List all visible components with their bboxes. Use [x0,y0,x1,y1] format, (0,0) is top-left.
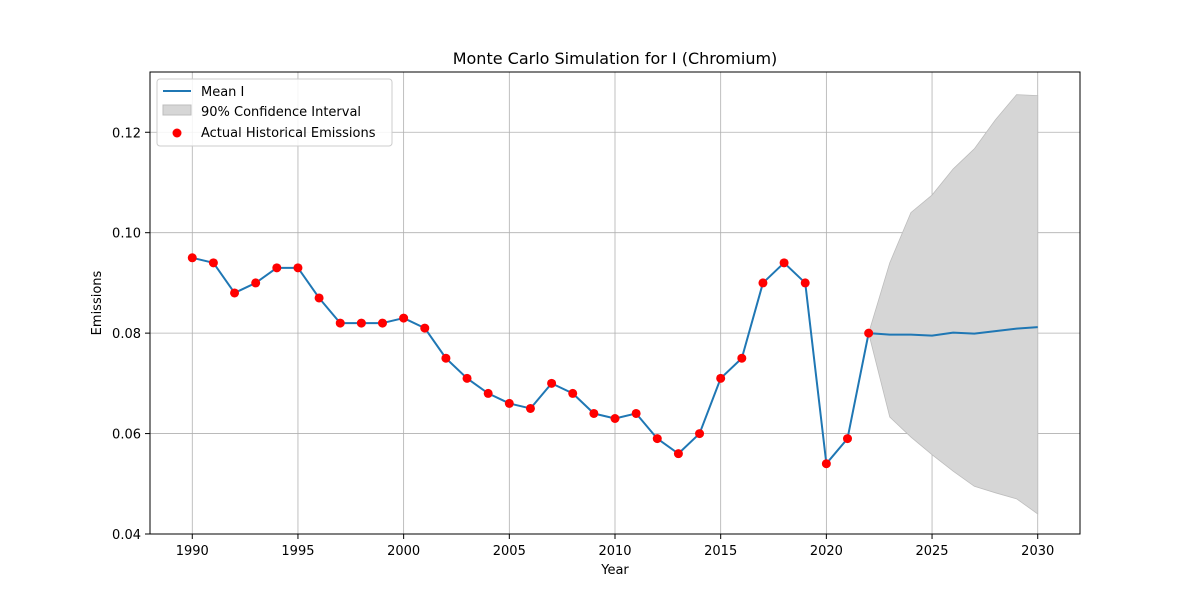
chart-title: Monte Carlo Simulation for I (Chromium) [453,49,778,68]
historical-point [441,353,451,363]
historical-point [568,388,578,398]
y-tick-label: 0.08 [112,327,141,342]
x-tick-label: 2000 [387,544,420,559]
x-tick-label: 2025 [915,544,948,559]
historical-point [758,278,768,288]
confidence-interval-band [868,94,1039,515]
legend-band-label: 90% Confidence Interval [201,105,361,120]
y-axis-ticks: 0.04 0.06 0.08 0.10 0.12 [112,126,150,543]
historical-point [779,258,789,268]
x-tick-label: 2030 [1021,544,1054,559]
historical-point [843,434,852,444]
y-tick-label: 0.12 [112,126,141,141]
historical-point [420,323,430,333]
x-axis-label: Year [600,563,629,578]
historical-point [525,403,535,413]
legend-mean-label: Mean I [201,85,244,100]
historical-point [399,313,409,323]
historical-point [695,429,705,439]
x-tick-label: 2015 [704,544,737,559]
historical-point [631,408,641,418]
historical-point [356,318,366,328]
x-tick-label: 1990 [176,544,209,559]
historical-point [187,253,197,263]
legend: Mean I 90% Confidence Interval Actual Hi… [156,78,393,147]
historical-point [230,288,240,298]
historical-point [864,328,874,338]
confidence-band-layer [868,94,1039,515]
historical-point [293,263,303,273]
historical-point [652,434,662,444]
historical-point [504,398,514,408]
historical-point [737,353,747,363]
legend-points-label: Actual Historical Emissions [201,126,376,141]
legend-points-swatch [172,128,182,138]
historical-point [208,258,218,268]
historical-point [800,278,810,288]
y-tick-label: 0.10 [112,227,141,242]
historical-point [251,278,261,288]
historical-point [335,318,345,328]
x-tick-label: 2010 [598,544,631,559]
historical-point [462,373,472,383]
x-tick-label: 2020 [810,544,843,559]
historical-point [272,263,282,273]
historical-point [821,459,831,469]
historical-point [483,388,493,398]
y-axis-label: Emissions [90,270,105,335]
historical-points-layer [187,253,874,469]
legend-box [156,78,393,147]
legend-band-swatch [162,104,192,116]
x-tick-label: 2005 [493,544,526,559]
x-axis-ticks: 1990 1995 2000 2005 2010 2015 2020 2025 2030 [176,534,1054,559]
historical-point [314,293,324,303]
historical-point [673,449,683,459]
historical-point [589,408,599,418]
historical-point [378,318,387,328]
historical-point [610,414,620,423]
y-tick-label: 0.04 [112,528,141,543]
y-tick-label: 0.06 [112,428,141,443]
historical-point [716,373,726,383]
historical-point [547,378,557,388]
x-tick-label: 1995 [281,544,314,559]
